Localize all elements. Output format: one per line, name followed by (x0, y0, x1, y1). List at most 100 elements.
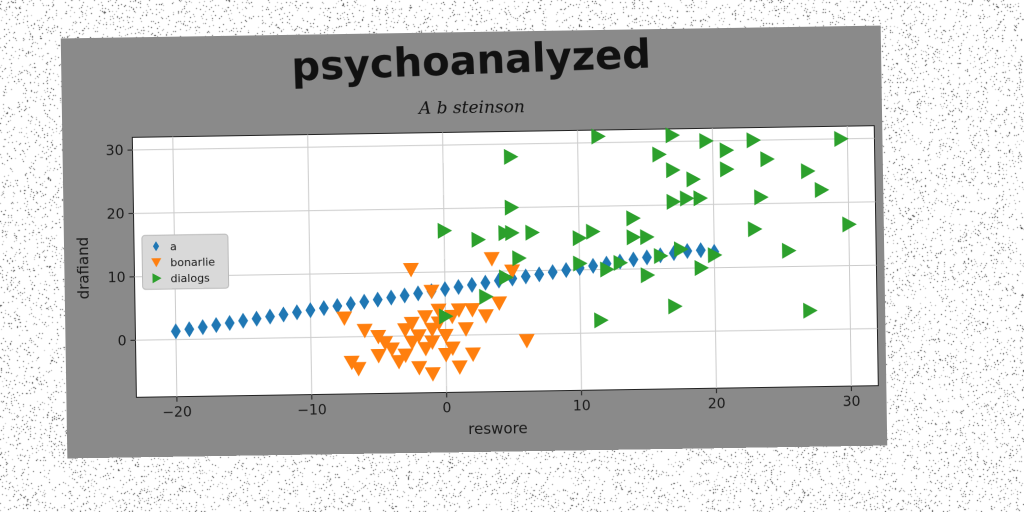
point-bonarlie (518, 333, 535, 349)
point-dialogs (760, 151, 775, 168)
point-bonarlie (424, 322, 441, 338)
point-a (588, 257, 599, 274)
chart-card: psychoanalyzed A b steinson −20 −10 0 10 20 3… (60, 25, 888, 459)
point-dialogs (666, 193, 682, 210)
point-bonarlie (464, 347, 481, 362)
x-tick-label: 0 (442, 400, 451, 416)
point-dialogs (834, 131, 849, 148)
point-bonarlie (402, 262, 419, 278)
point-bonarlie (356, 323, 373, 339)
point-bonarlie (457, 322, 474, 337)
point-a (305, 302, 316, 319)
legend-marker-a (152, 241, 160, 252)
point-dialogs (626, 229, 642, 246)
point-bonarlie (504, 264, 521, 279)
point-a (345, 295, 356, 312)
point-bonarlie (450, 303, 467, 318)
grid-line-y (133, 201, 876, 214)
series-dialogs (437, 127, 857, 329)
point-dialogs (499, 269, 514, 286)
point-bonarlie (350, 361, 367, 377)
x-tick-label: −10 (297, 402, 327, 418)
y-axis-label: drafiand (74, 237, 93, 300)
point-a (278, 306, 289, 323)
point-dialogs (525, 224, 540, 241)
point-dialogs (626, 210, 641, 227)
point-dialogs (803, 302, 818, 319)
x-axis-label: reswore (468, 419, 528, 438)
point-dialogs (479, 288, 494, 305)
x-tick-label: −20 (162, 404, 192, 420)
point-dialogs (640, 267, 656, 284)
point-a (440, 281, 450, 298)
point-dialogs (693, 190, 708, 207)
plot-area (131, 125, 879, 398)
point-a (682, 243, 693, 260)
point-a (318, 300, 329, 317)
point-dialogs (699, 133, 714, 150)
point-dialogs (594, 312, 609, 329)
scatter-chart: −20 −10 0 10 20 30 0 10 20 30 reswore drafiand a bona… (74, 125, 879, 438)
point-dialogs (652, 146, 667, 163)
point-a (628, 251, 639, 268)
x-tick-label: 30 (843, 394, 861, 410)
point-a (561, 262, 572, 279)
point-a (238, 312, 249, 329)
legend-box (141, 233, 230, 290)
point-dialogs (719, 161, 735, 178)
point-dialogs (707, 247, 723, 264)
point-dialogs (512, 250, 527, 267)
point-a (534, 266, 545, 283)
point-bonarlie (403, 316, 420, 332)
point-dialogs (800, 163, 816, 180)
point-dialogs (679, 190, 695, 207)
point-a (292, 304, 302, 321)
point-a (332, 298, 343, 315)
point-bonarlie (397, 323, 414, 338)
point-a (170, 323, 181, 340)
point-dialogs (746, 132, 762, 149)
point-dialogs (640, 229, 655, 246)
point-a (695, 242, 706, 259)
point-bonarlie (390, 354, 407, 370)
point-bonarlie (477, 309, 494, 324)
point-a (641, 249, 652, 266)
y-tick-label: 10 (108, 270, 126, 286)
point-dialogs (498, 225, 513, 242)
point-a (251, 310, 262, 327)
point-dialogs (653, 248, 669, 265)
point-dialogs (600, 261, 615, 278)
point-bonarlie (417, 310, 434, 325)
point-a (265, 308, 276, 325)
point-dialogs (814, 182, 830, 199)
point-bonarlie (417, 341, 434, 357)
point-bonarlie (423, 284, 440, 300)
point-a (184, 321, 195, 338)
x-tick-label: 20 (708, 396, 726, 412)
point-a (493, 272, 504, 289)
point-dialogs (666, 162, 681, 179)
grid-line-y (135, 328, 878, 341)
point-dialogs (694, 260, 710, 277)
point-bonarlie (437, 347, 454, 363)
grid-line-x (846, 126, 852, 387)
point-bonarlie (444, 341, 461, 356)
legend-marker-dialogs (152, 273, 162, 284)
point-dialogs (471, 231, 486, 248)
x-tick-label: 10 (573, 398, 591, 414)
legend-label-dialogs: dialogs (170, 271, 210, 285)
point-dialogs (686, 171, 701, 188)
point-dialogs (665, 127, 680, 144)
point-a (520, 268, 531, 285)
point-dialogs (673, 241, 689, 258)
point-a (211, 317, 222, 334)
point-bonarlie (411, 360, 428, 376)
point-dialogs (503, 148, 519, 165)
point-a (668, 245, 679, 262)
point-bonarlie (424, 367, 441, 382)
point-a (372, 291, 383, 308)
point-dialogs (842, 216, 857, 233)
point-bonarlie (437, 328, 454, 344)
grid-line-x (307, 134, 313, 395)
point-a (399, 287, 410, 304)
